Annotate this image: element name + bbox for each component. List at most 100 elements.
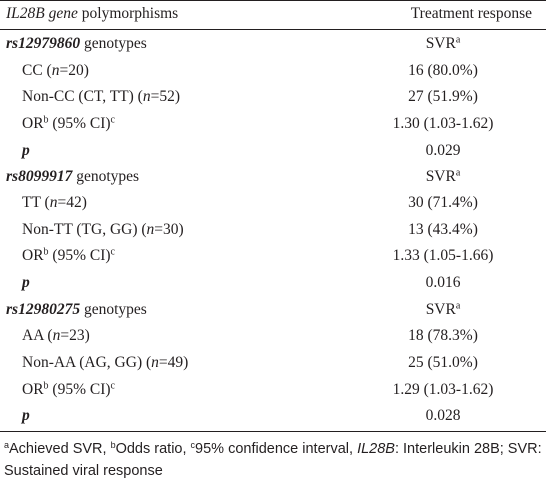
label-post: =20) [59, 62, 89, 79]
n-symbol: n [49, 194, 58, 211]
or-footnote-mark: b [43, 114, 49, 126]
svr-text: SVR [425, 301, 456, 318]
snp-label: rs8099917 genotypes [6, 168, 139, 186]
footnote-text: Achieved SVR, [9, 441, 111, 457]
response-value: 16 (80.0%) [408, 62, 478, 79]
response-value: 30 (71.4%) [408, 194, 478, 211]
p-row: p 0.029 [0, 138, 546, 164]
label-post: =30) [154, 221, 184, 238]
svr-footnote-mark: a [455, 167, 461, 179]
label-pre: TT ( [22, 194, 50, 211]
label-pre: CC ( [22, 62, 52, 79]
response-value: 27 (51.9%) [408, 88, 478, 105]
footnote-mark-c: c [190, 440, 196, 451]
or-text: OR [22, 247, 44, 264]
p-label: p [22, 142, 30, 159]
label-pre: Non-CC (CT, TT) ( [22, 88, 143, 105]
genotype-label: AA (n=23) [22, 327, 90, 345]
or-footnote-mark: b [43, 246, 49, 258]
footnote-mark-b: b [110, 440, 116, 451]
or-value: 1.33 (1.05-1.66) [392, 247, 494, 264]
ci-text: (95% CI) [48, 247, 111, 264]
label-post: =23) [60, 327, 90, 344]
response-value: 18 (78.3%) [408, 327, 478, 344]
ci-text: (95% CI) [48, 381, 111, 398]
or-label: ORb (95% CI)c [22, 115, 115, 133]
p-label: p [22, 274, 30, 291]
table-row: AA (n=23) 18 (78.3%) [0, 323, 546, 349]
ci-footnote-mark: c [110, 380, 115, 392]
snp-name: rs12980275 [6, 301, 81, 318]
table-row: Non-CC (CT, TT) (n=52) 27 (51.9%) [0, 84, 546, 110]
genotype-label: TT (n=42) [22, 194, 87, 212]
genotype-label: Non-AA (AG, GG) (n=49) [22, 354, 188, 372]
header-gene-name: IL28B gene [6, 5, 78, 22]
or-row: ORb (95% CI)c 1.30 (1.03-1.62) [0, 111, 546, 137]
p-label: p [22, 407, 30, 424]
ci-text: (95% CI) [48, 115, 111, 132]
genotype-label: CC (n=20) [22, 62, 89, 80]
table-row: Non-AA (AG, GG) (n=49) 25 (51.0%) [0, 350, 546, 376]
table-row: Non-TT (TG, GG) (n=30) 13 (43.4%) [0, 217, 546, 243]
footnote-gene-name: IL28B [357, 441, 395, 457]
genotype-label: Non-TT (TG, GG) (n=30) [22, 221, 184, 239]
svr-label: SVRa [368, 35, 518, 53]
group-row: rs8099917 genotypes SVRa [0, 164, 546, 190]
response-value: 25 (51.0%) [408, 354, 478, 371]
label-post: =42) [57, 194, 87, 211]
n-symbol: n [151, 354, 159, 371]
footnote-text: Odds ratio, [115, 441, 191, 457]
footnote-text: 95% confidence interval, [195, 441, 358, 457]
svr-label: SVRa [368, 168, 518, 186]
genotype-label: Non-CC (CT, TT) (n=52) [22, 88, 180, 106]
genotypes-word: genotypes [80, 301, 147, 318]
svr-footnote-mark: a [455, 300, 461, 312]
snp-label: rs12980275 genotypes [6, 301, 147, 319]
n-symbol: n [51, 62, 60, 79]
or-value: 1.29 (1.03-1.62) [392, 381, 494, 398]
ci-footnote-mark: c [110, 246, 115, 258]
or-value: 1.30 (1.03-1.62) [392, 115, 494, 132]
response-value: 13 (43.4%) [408, 221, 478, 238]
or-row: ORb (95% CI)c 1.29 (1.03-1.62) [0, 377, 546, 403]
p-value: 0.029 [425, 142, 461, 159]
header-polymorphisms: IL28B gene polymorphisms [6, 5, 178, 23]
header-bottom-rule [0, 29, 546, 30]
group-row: rs12980275 genotypes SVRa [0, 297, 546, 323]
snp-name: rs8099917 [6, 168, 73, 185]
footnote-mark-a: a [4, 440, 10, 451]
header-treatment-response: Treatment response [410, 5, 532, 22]
header-polymorphisms-text: polymorphisms [77, 5, 179, 22]
n-symbol: n [142, 88, 151, 105]
svr-label: SVRa [368, 301, 518, 319]
n-symbol: n [146, 221, 155, 238]
label-pre: Non-TT (TG, GG) ( [22, 221, 147, 238]
p-row: p 0.028 [0, 403, 546, 429]
or-text: OR [22, 381, 44, 398]
or-footnote-mark: b [43, 380, 49, 392]
table-top-rule [0, 0, 546, 1]
or-label: ORb (95% CI)c [22, 247, 115, 265]
table-row: TT (n=42) 30 (71.4%) [0, 190, 546, 216]
p-row: p 0.016 [0, 270, 546, 296]
svr-text: SVR [425, 35, 456, 52]
table-header-row: IL28B gene polymorphisms Treatment respo… [0, 1, 546, 27]
or-text: OR [22, 115, 44, 132]
snp-name: rs12979860 [6, 35, 81, 52]
group-row: rs12979860 genotypes SVRa [0, 31, 546, 57]
label-pre: AA ( [22, 327, 53, 344]
p-value: 0.028 [425, 407, 461, 424]
p-value: 0.016 [425, 274, 461, 291]
svr-text: SVR [425, 168, 456, 185]
label-pre: Non-AA (AG, GG) ( [22, 354, 152, 371]
table-row: CC (n=20) 16 (80.0%) [0, 58, 546, 84]
label-post: =52) [150, 88, 180, 105]
n-symbol: n [52, 327, 61, 344]
genotypes-word: genotypes [72, 168, 140, 185]
footnote-text: : Interleukin 28B; SVR: Sustained viral … [4, 441, 542, 479]
snp-label: rs12979860 genotypes [6, 35, 147, 53]
label-post: =49) [158, 354, 189, 371]
genotypes-word: genotypes [80, 35, 147, 52]
or-row: ORb (95% CI)c 1.33 (1.05-1.66) [0, 243, 546, 269]
or-label: ORb (95% CI)c [22, 381, 115, 399]
